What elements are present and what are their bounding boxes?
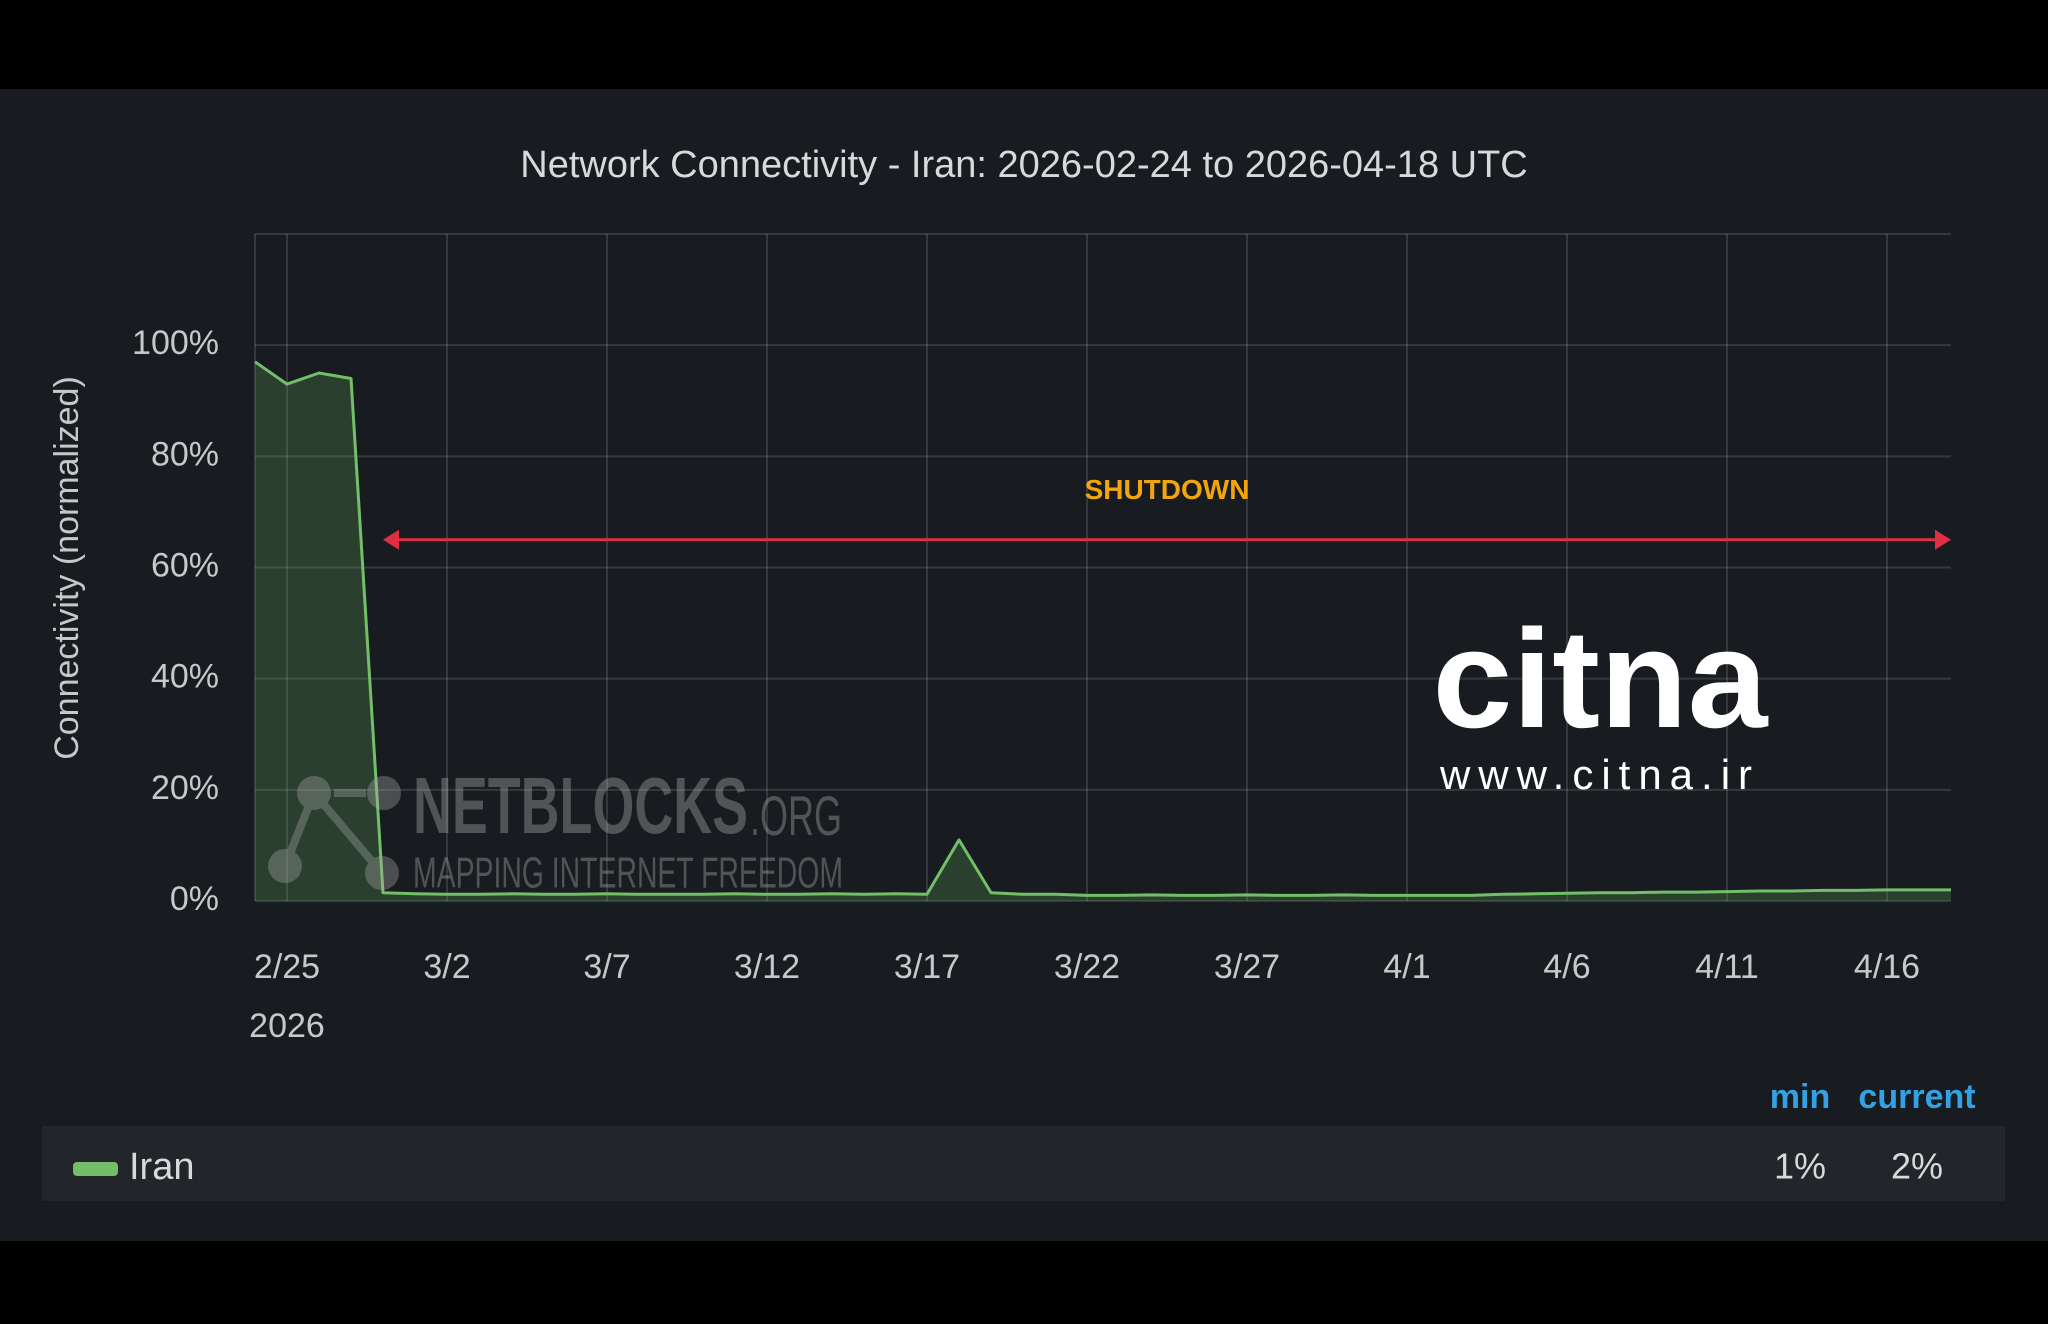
y-tick-label: 80% — [151, 435, 219, 473]
logo-dot — [268, 849, 302, 883]
legend-stat: 1% — [1774, 1146, 1826, 1187]
x-tick-label: 4/16 — [1854, 948, 1920, 986]
x-tick-label: 4/11 — [1695, 948, 1759, 986]
legend-column-header: current — [1858, 1078, 1975, 1116]
y-axis-label: Connectivity (normalized) — [48, 376, 86, 760]
x-tick-label: 3/7 — [583, 948, 630, 986]
y-tick-label: 0% — [170, 880, 219, 918]
arrow-head — [1935, 529, 1951, 550]
y-tick-label: 20% — [151, 769, 219, 807]
netblocks-text: NETBLOCKS — [413, 761, 748, 850]
y-tick-label: 100% — [132, 324, 219, 362]
citna-logo: citna — [1433, 600, 1769, 757]
annotation-text: SHUTDOWN — [1085, 474, 1250, 505]
series-line — [254, 360, 1951, 897]
panel — [0, 89, 2048, 1241]
x-tick-label: 3/2 — [423, 948, 470, 986]
logo-dot — [367, 776, 401, 810]
legend-column-header: min — [1770, 1078, 1830, 1116]
x-tick-label: 4/6 — [1543, 948, 1590, 986]
x-tick-label: 3/22 — [1054, 948, 1120, 986]
x-tick-label: 4/1 — [1383, 948, 1430, 986]
x-tick-year: 2026 — [249, 1007, 325, 1045]
netblocks-tagline: MAPPING INTERNET FREEDOM — [413, 849, 843, 898]
logo-dot — [297, 776, 331, 810]
x-tick-label: 3/17 — [894, 948, 960, 986]
x-tick-label: 3/27 — [1214, 948, 1280, 986]
netblocks-watermark: NETBLOCKS .ORG MAPPING INTERNET FREEDOM — [268, 761, 843, 898]
x-tick-label: 3/12 — [734, 948, 800, 986]
legend-label: Iran — [129, 1146, 194, 1188]
y-tick-label: 60% — [151, 546, 219, 584]
citna-url: www.citna.ir — [1439, 751, 1760, 798]
legend-swatch — [73, 1162, 118, 1176]
y-tick-label: 40% — [151, 658, 219, 696]
logo-link — [281, 789, 386, 876]
chart-title: Network Connectivity - Iran: 2026-02-24 … — [520, 144, 1527, 186]
logo-dot — [365, 856, 399, 890]
legend-stat: 2% — [1891, 1146, 1943, 1187]
arrow-head — [383, 529, 399, 550]
netblocks-suffix: .ORG — [750, 784, 842, 847]
legend-row — [42, 1126, 2005, 1201]
x-tick-label: 2/25 — [254, 948, 320, 986]
